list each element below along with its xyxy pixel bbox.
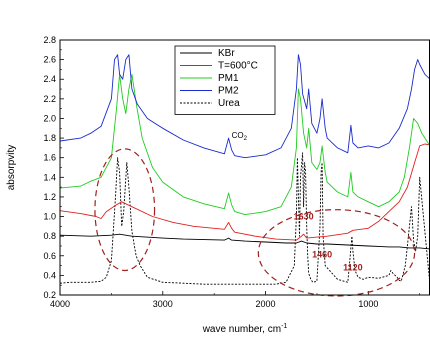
highlight-ellipse bbox=[94, 148, 156, 272]
highlight-ellipse bbox=[257, 209, 416, 297]
highlight-ellipses bbox=[94, 148, 416, 297]
peak-label-1630: 1630 bbox=[294, 211, 314, 221]
peak-label-1120: 1120 bbox=[343, 262, 363, 272]
tick-labels: 0.2 0.4 0.6 0.8 1.0 1.2 1.4 1.6 1.8 2.0 2.2 2.4 2.6 2… bbox=[43, 35, 378, 309]
y-tick-label: 2.4 bbox=[43, 74, 56, 84]
y-tick-label: 1.6 bbox=[43, 153, 56, 163]
x-tick-label: 4000 bbox=[50, 299, 70, 309]
legend-entry: PM1 bbox=[218, 73, 239, 84]
co2-label: CO2 bbox=[232, 131, 248, 142]
y-tick-label: 2.2 bbox=[43, 94, 56, 104]
y-tick-label: 1.2 bbox=[43, 192, 56, 202]
legend-entry: T=600°C bbox=[218, 61, 258, 72]
series-line-pm1 bbox=[59, 73, 430, 216]
y-tick-label: 0.2 bbox=[43, 290, 56, 300]
legend-entry: PM2 bbox=[218, 86, 239, 97]
y-tick-label: 1.8 bbox=[43, 133, 56, 143]
series-line-urea bbox=[59, 152, 430, 286]
y-tick-label: 0.4 bbox=[43, 270, 56, 280]
y-tick-label: 2.6 bbox=[43, 55, 56, 65]
y-tick-label: 2.8 bbox=[43, 35, 56, 45]
legend-entry: Urea bbox=[218, 98, 240, 109]
legend-entry: KBr bbox=[218, 48, 235, 59]
y-tick-label: 1.0 bbox=[43, 212, 56, 222]
y-tick-label: 0.6 bbox=[43, 251, 56, 261]
x-tick-label: 1000 bbox=[358, 299, 378, 309]
y-tick-label: 2.0 bbox=[43, 113, 56, 123]
annotations: 1630 1460 1120 CO2 bbox=[232, 131, 363, 272]
y-tick-label: 1.4 bbox=[43, 172, 56, 182]
series-line-kbr bbox=[59, 233, 430, 250]
series-line-t-600-c bbox=[59, 143, 430, 241]
x-tick-label: 3000 bbox=[153, 299, 173, 309]
y-tick-label: 0.8 bbox=[43, 231, 56, 241]
series-layer bbox=[59, 54, 430, 286]
y-axis-title: absorpvity bbox=[6, 145, 17, 191]
x-tick-label: 2000 bbox=[256, 299, 276, 309]
series-line-pm2 bbox=[59, 54, 430, 159]
peak-label-1460: 1460 bbox=[312, 250, 332, 260]
x-axis-title: wave number, cm-1 bbox=[202, 323, 288, 335]
